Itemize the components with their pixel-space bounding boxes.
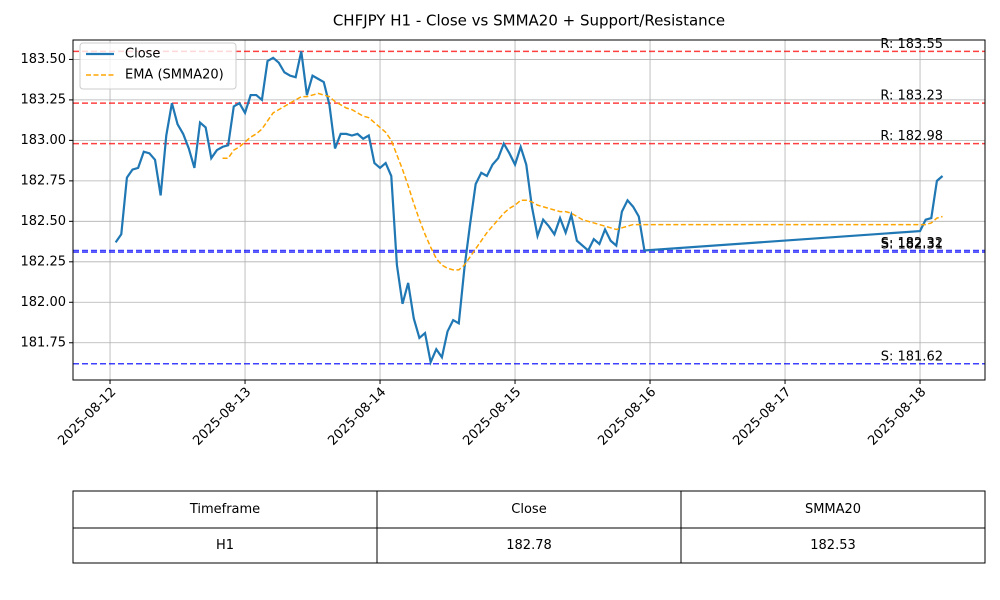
y-tick-label: 182.00 [21,295,67,310]
legend: Close EMA (SMMA20) [79,42,237,90]
resistance-label: R: 182.98 [880,129,943,144]
resistance-label: R: 183.23 [880,89,943,104]
table-value: 182.53 [810,538,856,553]
support-label: S: 181.62 [881,349,943,364]
x-tick-label: 2025-08-14 [325,385,389,449]
y-tick-label: 183.00 [21,133,67,148]
table-cell [376,490,682,529]
x-tick-label: 2025-08-16 [595,385,659,449]
legend-label: Close [125,47,160,62]
table-cell [72,527,378,564]
x-tick-label: 2025-08-13 [190,385,254,449]
table-value: 182.78 [506,538,552,553]
table-header: SMMA20 [805,502,861,517]
table-cell [376,527,682,564]
series-line [222,92,943,271]
y-tick-label: 183.25 [21,92,67,107]
support-label: S: 182.32 [881,236,943,251]
table-header: Timeframe [189,502,260,517]
table-header: Close [511,502,546,517]
y-tick-label: 183.50 [21,52,67,67]
resistance-label: R: 183.55 [880,37,943,52]
table-cell [680,490,986,529]
legend-box [79,42,237,90]
series-line [114,51,944,366]
y-tick-label: 181.75 [21,335,67,350]
y-tick-label: 182.50 [21,214,67,229]
table-value: H1 [216,538,234,553]
x-tick-label: 2025-08-15 [460,385,524,449]
chart-title: CHFJPY H1 - Close vs SMMA20 + Support/Re… [333,12,725,30]
plot-frame [72,39,986,381]
support-label: S: 182.31 [881,238,943,253]
table-cell [680,527,986,564]
legend-label: EMA (SMMA20) [125,68,224,83]
y-tick-label: 182.25 [21,254,67,269]
x-tick-label: 2025-08-12 [55,385,119,449]
y-tick-label: 182.75 [21,173,67,188]
x-tick-label: 2025-08-17 [730,385,794,449]
x-tick-label: 2025-08-18 [865,385,929,449]
